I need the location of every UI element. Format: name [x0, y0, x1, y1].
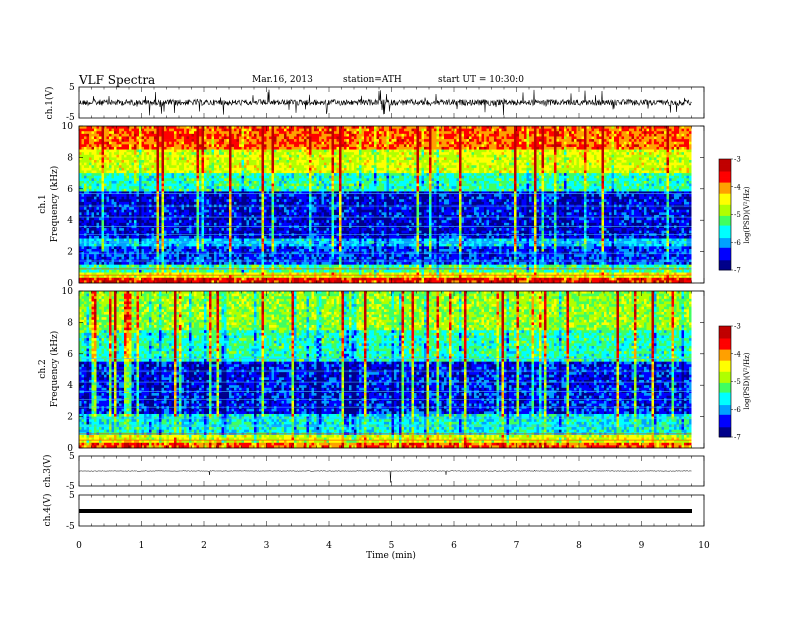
ch2-colorbar-tick--4: -4: [734, 350, 741, 358]
ch2-spec-ytick-6: 6: [67, 350, 73, 360]
ch3-wave-line: [79, 470, 692, 482]
ch1-colorbar: -3 -4 -5 -6 -7: [719, 156, 741, 275]
ch2-spec-ytick-4: 4: [67, 381, 73, 391]
vlf-spectra-figure: VLF Spectra Mar.16, 2013 station=ATH sta…: [0, 0, 792, 612]
ch2-spec-ytick-10: 10: [62, 287, 74, 297]
ch1-colorbar-tick--4: -4: [734, 183, 741, 191]
ch2-colorbar: -3 -4 -5 -6 -7: [719, 323, 741, 442]
figure-svg: VLF Spectra Mar.16, 2013 station=ATH sta…: [0, 0, 792, 612]
x-tick-4: 4: [326, 541, 332, 551]
ch2-spec-ylabel-ch: ch.2: [38, 359, 48, 378]
x-axis-label: Time (min): [366, 550, 416, 561]
ch2-colorbar-tick--3: -3: [734, 323, 741, 331]
x-tick-3: 3: [264, 541, 270, 551]
start-time-label: start UT = 10:30:0: [438, 75, 524, 85]
ch1-spec-ylabel-freq: Frequency (kHz): [49, 166, 60, 243]
x-tick-6: 6: [451, 541, 457, 551]
x-tick-8: 8: [576, 541, 582, 551]
x-tick-2: 2: [201, 541, 207, 551]
figure-title: VLF Spectra: [78, 73, 155, 87]
ch2-colorbar-tick--5: -5: [734, 378, 741, 386]
date-label: Mar.16, 2013: [252, 75, 313, 85]
ch1-colorbar-tick--6: -6: [734, 239, 741, 247]
ch1-spec-ytick-8: 8: [67, 153, 73, 163]
ch1-spec-ylabel-ch: ch.1: [38, 194, 48, 213]
ch4-wave-band: [79, 509, 692, 513]
x-tick-10: 10: [698, 541, 710, 551]
x-tick-0: 0: [76, 541, 82, 551]
ch1-colorbar-tick--3: -3: [734, 156, 741, 164]
ch1-colorbar-tick--5: -5: [734, 211, 741, 219]
time-tick-labels: 0 1 2 3 4 5 6 7 8 9 10: [76, 541, 710, 551]
station-label: station=ATH: [343, 75, 402, 85]
ch1-wave-line: [79, 90, 692, 116]
ch1-spec-ytick-4: 4: [67, 216, 73, 226]
ch2-spec-ylabel-freq: Frequency (kHz): [49, 331, 60, 408]
ch4-wave-ytick-bottom: -5: [66, 522, 75, 532]
ch4-wave-ylabel: ch.4(V): [42, 494, 53, 527]
x-tick-1: 1: [139, 541, 145, 551]
ch1-spec-ytick-2: 2: [67, 248, 73, 258]
ch2-spec-ytick-2: 2: [67, 413, 73, 423]
ch3-wave-ytick-top: 5: [69, 452, 75, 462]
x-tick-7: 7: [514, 541, 520, 551]
x-tick-5: 5: [389, 541, 395, 551]
ch1-spec-ytick-6: 6: [67, 185, 73, 195]
ch2-colorbar-tick--7: -7: [734, 434, 741, 442]
ch4-wave-ytick-top: 5: [69, 491, 75, 501]
ch1-wave-ylabel: ch.1(V): [44, 87, 55, 120]
ch1-spectrogram: [79, 126, 704, 283]
ch1-wave-panel: 5 -5 ch.1(V): [44, 83, 704, 123]
x-tick-9: 9: [639, 541, 645, 551]
ch1-wave-ytick-top: 5: [69, 83, 75, 93]
ch1-colorbar-label: log(PSD)(V²/Hz): [743, 186, 751, 243]
ch2-spectrogram: [79, 291, 704, 448]
ch1-colorbar-tick--7: -7: [734, 267, 741, 275]
ch1-spec-ytick-10: 10: [62, 122, 74, 132]
ch2-colorbar-tick--6: -6: [734, 406, 741, 414]
ch2-colorbar-label: log(PSD)(V²/Hz): [743, 352, 751, 409]
ch3-wave-ylabel: ch.3(V): [42, 455, 53, 488]
ch2-spec-ytick-8: 8: [67, 318, 73, 328]
